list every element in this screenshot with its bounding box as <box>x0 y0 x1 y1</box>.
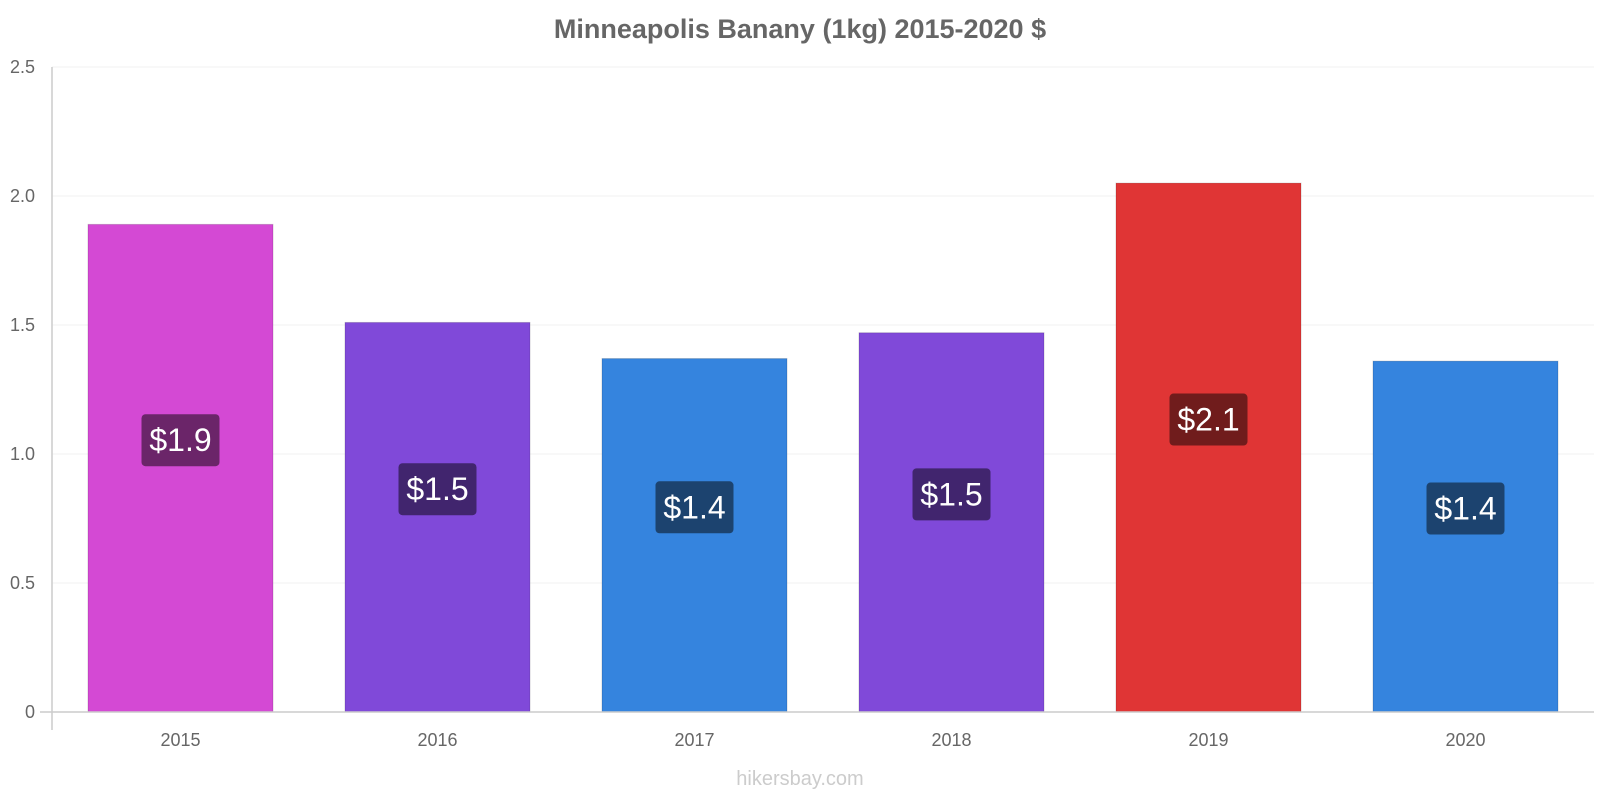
x-tick-label: 2018 <box>931 730 971 750</box>
data-label: $1.5 <box>406 471 468 507</box>
y-tick-label: 0 <box>25 702 35 722</box>
data-label: $1.4 <box>663 489 725 525</box>
data-label-box <box>398 463 477 516</box>
bars <box>87 182 1559 713</box>
y-tick-label: 2.5 <box>10 57 35 77</box>
chart-title: Minneapolis Banany (1kg) 2015-2020 $ <box>553 14 1047 44</box>
data-label: $2.1 <box>1177 402 1239 438</box>
y-tick-label: 1.0 <box>10 444 35 464</box>
data-label: $1.9 <box>149 422 211 458</box>
data-label-box <box>1426 482 1505 535</box>
data-label: $1.4 <box>1434 491 1496 527</box>
grid-lines <box>52 66 1594 584</box>
bar <box>601 358 788 713</box>
x-tick-label: 2016 <box>417 730 457 750</box>
y-tick-label: 1.5 <box>10 315 35 335</box>
bar <box>1372 360 1559 713</box>
watermark: hikersbay.com <box>736 768 864 790</box>
axes: 0 0.5 1.0 1.5 2.0 2.5 2015 2016 2017 2018 2019 2020 <box>10 57 1594 750</box>
data-label-box <box>1169 393 1248 446</box>
bar <box>344 321 531 713</box>
x-tick-label: 2020 <box>1445 730 1485 750</box>
data-label-box <box>912 468 991 521</box>
data-label: $1.5 <box>920 476 982 512</box>
data-labels: $1.9 $1.5 $1.4 $1.5 $2.1 $1.4 <box>141 393 1505 535</box>
bar <box>858 332 1045 713</box>
bar <box>1115 182 1302 713</box>
data-label-box <box>141 414 220 467</box>
y-tick-label: 0.5 <box>10 573 35 593</box>
y-tick-label: 2.0 <box>10 186 35 206</box>
data-label-box <box>655 481 734 534</box>
x-tick-label: 2017 <box>674 730 714 750</box>
x-tick-label: 2015 <box>160 730 200 750</box>
x-tick-label: 2019 <box>1188 730 1228 750</box>
bar <box>87 223 274 713</box>
